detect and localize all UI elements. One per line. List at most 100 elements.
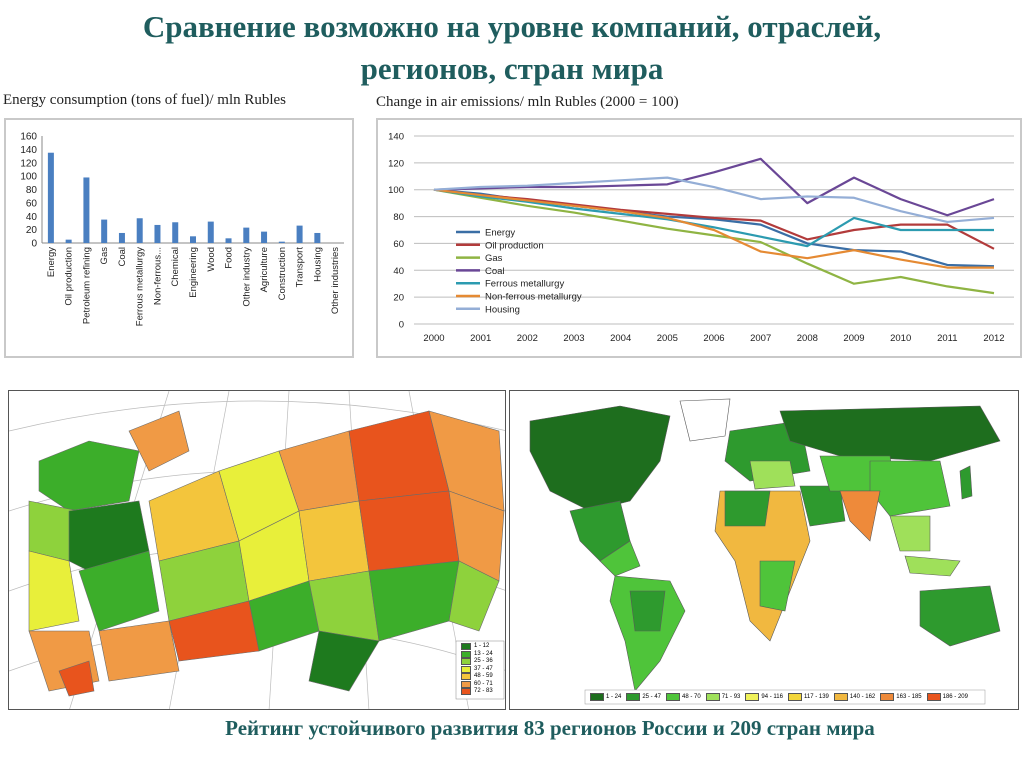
line-y-tick-label: 0 [399, 320, 404, 331]
legend-swatch [590, 693, 604, 701]
legend-swatch [461, 680, 471, 688]
legend-swatch [461, 665, 471, 673]
russia-legend-item: 1 - 12 [461, 643, 493, 651]
legend-label: 1 - 12 [474, 643, 490, 649]
world-legend-item: 48 - 70 [666, 693, 701, 701]
world-map: 1 - 24 25 - 47 48 - 70 71 - 93 94 - 116 117 -… [509, 390, 1019, 710]
bar-14 [296, 225, 303, 243]
world-map-legend: 1 - 24 25 - 47 48 - 70 71 - 93 94 - 116 117 -… [590, 693, 968, 701]
world-legend-item: 140 - 162 [833, 693, 875, 701]
line-y-tick-label: 40 [393, 266, 404, 277]
line-series-4 [433, 188, 994, 248]
legend-label: Gas [485, 253, 503, 264]
bar-1 [65, 239, 72, 243]
line-x-tick-label: 2009 [843, 333, 864, 344]
bar-category-label: Coal [117, 247, 128, 267]
legend-label: 71 - 93 [721, 694, 741, 700]
world-legend-item: 117 - 139 [787, 693, 829, 701]
line-y-tick-label: 60 [393, 239, 404, 250]
bar-y-tick-label: 60 [26, 198, 38, 209]
legend-swatch [705, 693, 720, 701]
legend-swatch [461, 650, 471, 658]
russia-legend-item: 25 - 36 [461, 658, 493, 666]
legend-label: 163 - 185 [896, 694, 922, 700]
legend-swatch [626, 693, 641, 701]
bar-8 [190, 236, 196, 243]
legend-label: Coal [485, 266, 505, 277]
legend-label: 117 - 139 [803, 694, 829, 700]
bar-7 [172, 222, 179, 243]
line-y-tick-label: 140 [388, 132, 404, 143]
legend-label: 37 - 47 [474, 665, 493, 672]
line-x-tick-label: 2002 [517, 333, 538, 344]
bar-category-label: Wood [206, 247, 217, 272]
bar-y-tick-label: 120 [20, 158, 37, 169]
bar-6 [154, 224, 161, 243]
russia-map-legend-items: 1 - 12 13 - 24 25 - 36 37 - 47 48 - 59 60 - 7… [461, 643, 493, 696]
line-y-tick-label: 100 [388, 185, 404, 196]
legend-label: Energy [485, 228, 515, 239]
line-y-tick-label: 120 [388, 158, 404, 169]
bar-chart: 0 20 40 60 80 100 120 140 160 Energy Oil productio… [20, 132, 344, 326]
legend-label: 186 - 209 [942, 694, 968, 700]
bar-0 [47, 152, 54, 243]
legend-label: Ferrous metallurgy [485, 279, 564, 290]
legend-label: 1 - 24 [606, 694, 622, 700]
bar-3 [101, 219, 108, 243]
legend-swatch [461, 673, 471, 681]
bar-y-tick-label: 80 [26, 185, 38, 196]
bar-chart-panel: 0 20 40 60 80 100 120 140 160 Energy Oil productio… [4, 118, 354, 358]
legend-swatch [745, 693, 760, 701]
legend-swatch [833, 693, 848, 701]
bar-category-label: Transport [295, 247, 306, 288]
bar-category-label: Food [224, 247, 235, 269]
legend-swatch [461, 688, 471, 696]
bar-12 [261, 231, 268, 243]
line-x-tick-label: 2010 [890, 333, 911, 344]
legend-label: Oil production [485, 240, 544, 251]
bar-category-label: Gas [99, 247, 110, 265]
legend-swatch [461, 643, 471, 651]
line-x-tick-label: 2007 [750, 333, 771, 344]
slide-title: Сравнение возможно на уровне компаний, о… [0, 6, 1024, 90]
russia-map-graphic [9, 391, 505, 709]
legend-label: 72 - 83 [474, 688, 493, 694]
line-y-tick-label: 80 [393, 212, 404, 223]
legend-label: 25 - 36 [474, 658, 493, 664]
legend-swatch [880, 693, 895, 701]
line-x-tick-label: 2006 [703, 333, 724, 344]
line-x-tick-label: 2003 [563, 333, 584, 344]
bar-5 [136, 218, 143, 243]
line-x-tick-label: 2004 [610, 333, 631, 344]
line-x-tick-label: 2000 [423, 333, 444, 344]
world-legend-item: 186 - 209 [926, 693, 968, 701]
slide-caption: Рейтинг устойчивого развития 83 регионов… [225, 716, 875, 740]
bar-category-label: Chemical [170, 247, 181, 287]
world-legend-item: 71 - 93 [705, 693, 741, 701]
bar-chart-title: Energy consumption (tons of fuel)/ mln R… [3, 92, 287, 108]
bar-11 [243, 227, 250, 243]
line-chart: 0 20 40 60 80 100 120 140 2000 2001 2002 2003 2004 20… [388, 132, 1014, 344]
legend-swatch [666, 693, 681, 701]
world-legend-item: 163 - 185 [880, 693, 922, 701]
bar-category-label: Energy [46, 247, 57, 277]
line-chart-title: Change in air emissions/ mln Rubles (200… [376, 94, 679, 110]
bar-10 [225, 238, 232, 243]
legend-swatch [926, 693, 941, 701]
bar-category-label: Engineering [188, 247, 199, 298]
bar-y-tick-label: 20 [26, 225, 38, 236]
line-x-tick-label: 2005 [657, 333, 678, 344]
bar-4 [118, 232, 125, 243]
bar-category-label: Housing [312, 247, 323, 282]
legend-swatch [461, 658, 471, 666]
bar-category-label: Construction [277, 247, 288, 300]
world-legend-item: 25 - 47 [626, 693, 661, 701]
legend-label: Non-ferrous metallurgy [485, 292, 582, 303]
bar-y-tick-label: 160 [20, 132, 37, 143]
world-map-graphic [529, 398, 1001, 705]
world-legend-item: 94 - 116 [745, 693, 783, 701]
slide-title-line-2: регионов, стран мира [360, 51, 664, 86]
russia-legend-item: 37 - 47 [461, 666, 493, 674]
bar-category-label: Other industry [241, 247, 252, 307]
bar-category-label: Petroleum refining [81, 247, 92, 324]
